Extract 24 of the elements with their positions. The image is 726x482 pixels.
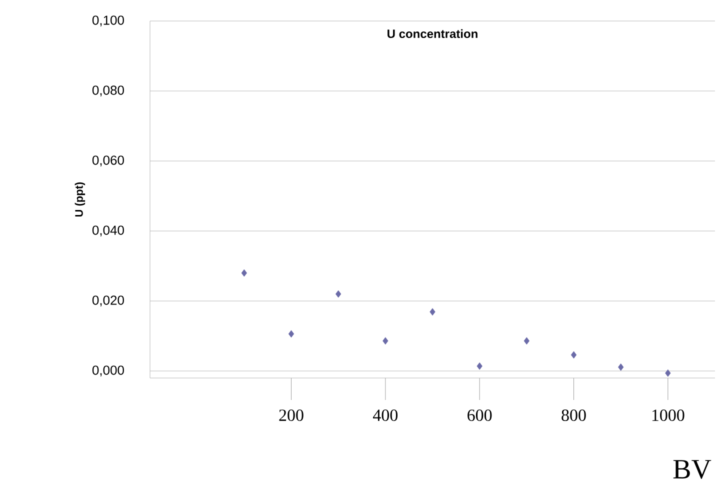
y-tick-label: 0,040: [92, 226, 124, 236]
y-tick-label: 0,000: [92, 366, 124, 376]
y-axis-title: U (ppt): [74, 182, 86, 216]
point: [665, 369, 671, 377]
point: [382, 337, 388, 345]
y-tick-label: 0,080: [92, 86, 124, 96]
point: [476, 362, 482, 370]
x-axis-title: BV: [673, 460, 712, 479]
point: [336, 290, 342, 298]
point: [430, 308, 436, 316]
x-tick-label: 600: [468, 409, 492, 421]
y-tick-label: 0,060: [92, 156, 124, 166]
point: [618, 363, 624, 371]
y-tick-label: 0,020: [92, 296, 124, 306]
x-tick-label: 200: [279, 409, 304, 421]
x-tick-label: 1000: [652, 409, 684, 421]
text: U concentration: [388, 29, 478, 38]
y-tick-label: 0,100: [92, 16, 124, 26]
point: [288, 330, 294, 338]
point: [570, 351, 577, 359]
point: [241, 269, 247, 277]
x-tick-label: 800: [562, 409, 586, 421]
x-tick-label: 400: [373, 409, 398, 421]
point: [524, 337, 530, 345]
